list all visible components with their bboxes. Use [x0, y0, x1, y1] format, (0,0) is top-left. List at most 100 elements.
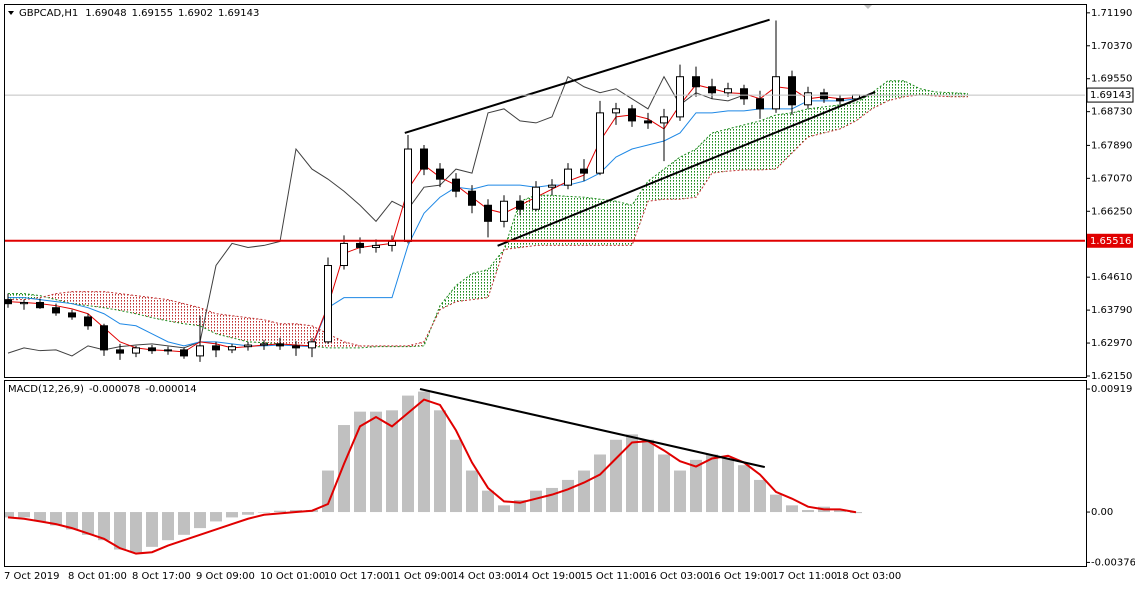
y-tick-label: 1.66250: [1091, 206, 1132, 217]
candle-body: [388, 240, 396, 246]
cloud-segment: [648, 169, 664, 202]
candle-body: [324, 265, 332, 343]
x-tick-label: 14 Oct 03:00: [452, 571, 517, 582]
trendline: [497, 91, 876, 247]
cloud-segment: [216, 313, 232, 338]
candle-body: [164, 349, 172, 352]
y-tick-label: 0.00919: [1091, 384, 1132, 395]
macd-bar: [210, 512, 222, 522]
level-label-box: [1087, 233, 1133, 248]
symbol: GBPCAD,H1: [19, 8, 78, 19]
x-tick-label: 10 Oct 01:00: [260, 571, 325, 582]
x-tick-label: 16 Oct 03:00: [644, 571, 709, 582]
macd-bar: [66, 512, 78, 530]
macd-bar: [50, 512, 62, 526]
price-plot: [5, 18, 1085, 362]
x-tick-label: 7 Oct 2019: [4, 571, 59, 582]
macd-plot: [5, 388, 862, 555]
candle-body: [292, 345, 300, 349]
cloud-segment: [280, 323, 296, 346]
cloud-segment: [440, 285, 456, 310]
candle-body: [228, 346, 236, 351]
candle-body: [68, 312, 76, 318]
price-label-box: [1086, 87, 1134, 103]
y-tick-label: 1.64610: [1091, 272, 1132, 283]
macd-bar: [834, 510, 846, 513]
macd-bar: [706, 454, 718, 513]
macd-bar: [98, 512, 110, 541]
cloud-segment: [792, 108, 808, 154]
cloud-segment: [888, 80, 904, 101]
y-tick-label: 1.67070: [1091, 173, 1132, 184]
cloud-segment: [88, 291, 104, 308]
macd-bar: [690, 459, 702, 513]
candle-body: [20, 301, 28, 305]
cloud-segment: [120, 293, 136, 314]
cloud-segment: [680, 149, 696, 200]
cloud-segment: [856, 92, 872, 121]
cloud-segment: [264, 319, 280, 344]
macd-bar: [658, 454, 670, 513]
candle-body: [500, 200, 508, 222]
macd-panel-frame: [4, 380, 1087, 567]
shift-marker: [864, 5, 872, 9]
macd-bar: [338, 425, 350, 513]
macd-bar: [738, 465, 750, 513]
cloud-segment: [744, 120, 760, 170]
y-tick-label: 1.62970: [1091, 338, 1132, 349]
candle-body: [644, 120, 652, 124]
candle-body: [804, 92, 812, 106]
candle-body: [724, 88, 732, 94]
cloud-segment: [168, 299, 184, 324]
cloud-segment: [616, 201, 632, 246]
candle-body: [740, 88, 748, 100]
axes: 1.71190 1.70370 1.69550 1.68730 1.67890 1.670…: [4, 8, 1135, 582]
high-value: 1.69155: [132, 8, 173, 19]
cloud-segment: [600, 199, 616, 246]
macd-bar: [434, 410, 446, 513]
macd-bar: [594, 454, 606, 513]
cloud-segment: [56, 291, 72, 304]
cloud-segment: [184, 303, 200, 326]
cloud-segment: [136, 295, 152, 318]
cloud-segment: [200, 307, 216, 334]
candle-body: [132, 347, 140, 354]
macd-bar: [258, 512, 270, 513]
x-tick-label: 11 Oct 09:00: [388, 571, 453, 582]
y-tick-label: 1.70370: [1091, 41, 1132, 52]
candle-body: [692, 76, 700, 88]
macd-bar: [178, 512, 190, 535]
candle-body: [180, 349, 188, 357]
cloud-segment: [8, 293, 24, 300]
senkou-span-b: [8, 94, 968, 347]
macd-bar: [146, 512, 158, 547]
candle-body: [148, 347, 156, 352]
candle-body: [756, 98, 764, 110]
macd-header: MACD(12,26,9) -0.000078 -0.000014: [8, 384, 197, 395]
price-panel-frame: [4, 4, 1087, 378]
cloud-segment: [904, 80, 920, 97]
macd-bar: [546, 487, 558, 513]
candle-body: [660, 116, 668, 124]
candle-body: [596, 112, 604, 174]
macd-bar: [82, 512, 94, 535]
macd-bar: [34, 512, 46, 522]
macd-bar: [562, 479, 574, 513]
macd-bar: [418, 391, 430, 513]
cloud-segment: [104, 291, 120, 311]
macd-bar: [722, 458, 734, 513]
candle-body: [452, 178, 460, 192]
macd-bar: [450, 439, 462, 513]
candle-body: [564, 168, 572, 186]
x-tick-label: 8 Oct 01:00: [68, 571, 127, 582]
candle-body: [372, 244, 380, 248]
cloud-segment: [152, 297, 168, 321]
cloud-segment: [472, 269, 488, 300]
price-label: 1.69143: [1090, 90, 1131, 101]
candle-body: [356, 242, 364, 248]
candle-body: [628, 108, 636, 122]
candle-body: [420, 148, 428, 170]
cloud-segment: [360, 345, 376, 348]
macd-bar: [18, 512, 30, 518]
macd-bar: [402, 395, 414, 513]
